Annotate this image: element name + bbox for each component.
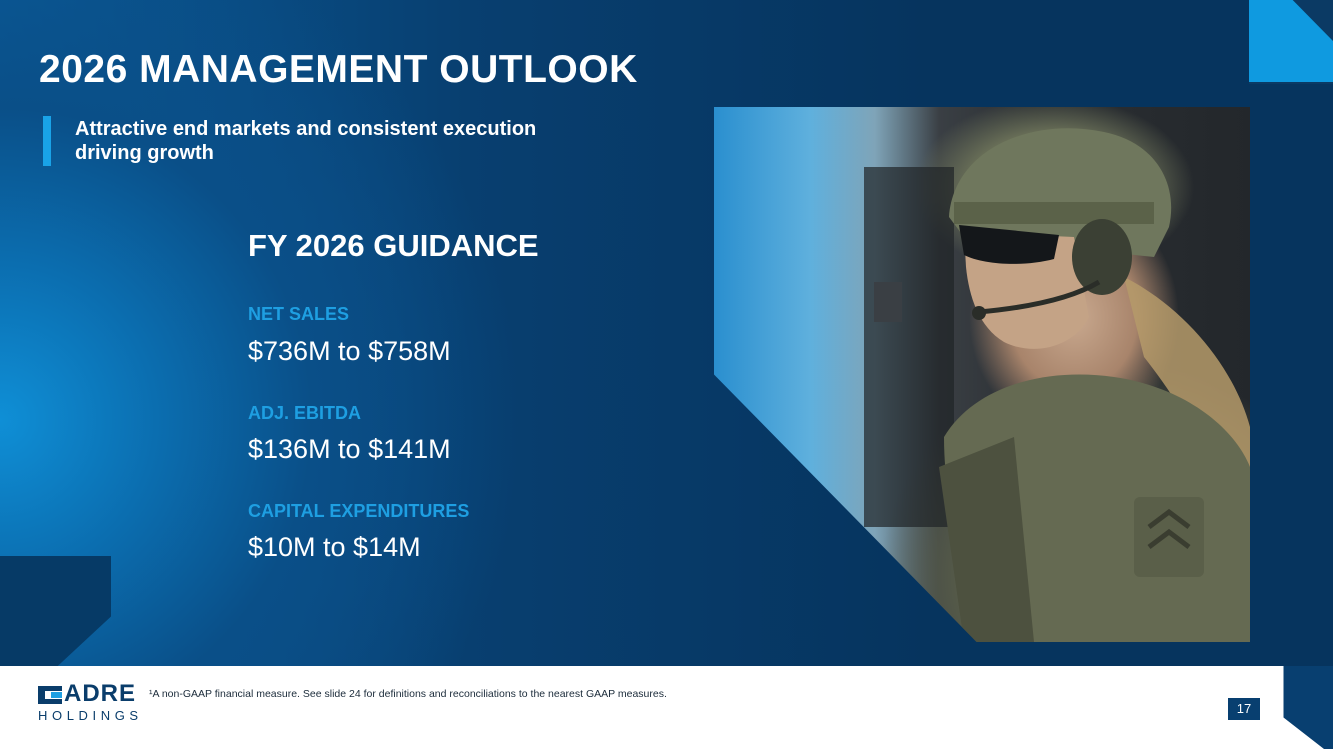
subtitle-accent-bar bbox=[43, 116, 51, 166]
slide-subtitle: Attractive end markets and consistent ex… bbox=[75, 118, 537, 164]
metric-value-net-sales: $736M to $758M bbox=[248, 336, 451, 366]
page-number: 17 bbox=[1228, 698, 1260, 720]
footer-bar bbox=[0, 666, 1333, 749]
metric-value-adj-ebitda: $136M to $141M bbox=[248, 434, 451, 464]
cadre-holdings-logo: ADRE HOLDINGS bbox=[38, 680, 148, 726]
guidance-title: FY 2026 GUIDANCE bbox=[248, 228, 539, 263]
metric-value-capital-expenditures: $10M to $14M bbox=[248, 532, 421, 562]
logo-wordmark: ADRE bbox=[64, 680, 137, 707]
logo-subtitle: HOLDINGS bbox=[38, 708, 143, 723]
metric-label-adj-ebitda: ADJ. EBITDA bbox=[248, 403, 362, 423]
slide-title: 2026 MANAGEMENT OUTLOOK bbox=[39, 48, 638, 91]
metric-label-net-sales: NET SALES bbox=[248, 304, 350, 324]
metric-label-capital-expenditures: CAPITAL EXPENDITURES bbox=[248, 501, 470, 521]
logo-c-mark-icon bbox=[38, 686, 62, 704]
footnote: ¹A non-GAAP financial measure. See slide… bbox=[149, 688, 667, 700]
